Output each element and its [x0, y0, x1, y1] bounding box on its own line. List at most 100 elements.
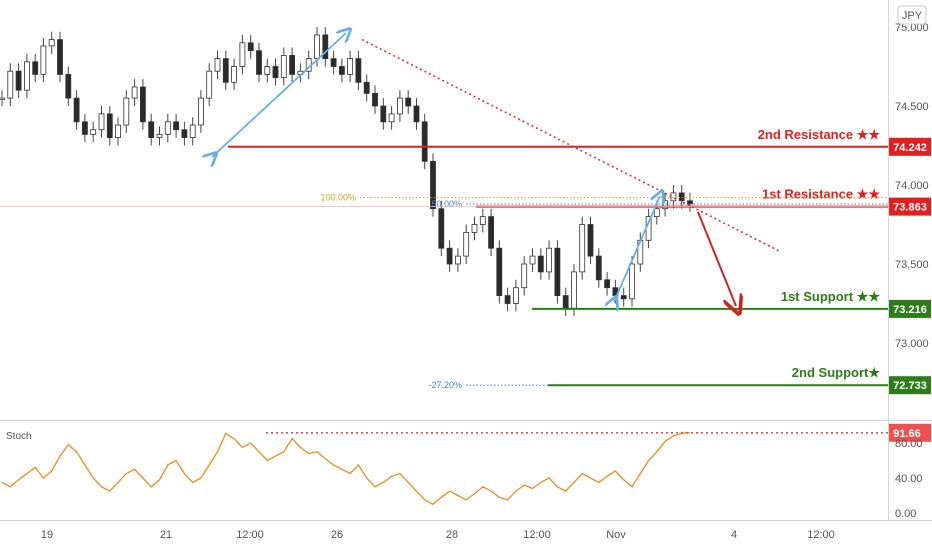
time-tick-label: 12:00: [523, 529, 551, 541]
candle-body: [189, 124, 196, 139]
candle-body: [513, 287, 519, 304]
candle-body: [32, 61, 39, 75]
candle-body: [372, 93, 378, 107]
candle-body: [0, 97, 5, 100]
candle-body: [396, 97, 403, 115]
stoch-tick-label: 40.00: [895, 473, 923, 485]
candle-body: [413, 105, 420, 123]
stoch-value-badge: [889, 423, 931, 442]
level-price-badge: [889, 137, 931, 156]
candle-body: [504, 295, 511, 304]
candle-body: [131, 86, 138, 99]
candle-body: [446, 247, 453, 265]
fib-label: 50.00%: [431, 199, 462, 209]
candle-body: [488, 216, 495, 249]
candle-body: [256, 50, 262, 75]
candle-body: [23, 61, 30, 91]
candle-body: [438, 208, 445, 249]
candle-body: [239, 42, 246, 67]
candle-body: [280, 55, 287, 78]
candle-body: [571, 271, 577, 309]
level-label: 1st Resistance ★★: [762, 187, 880, 202]
impulse-arrow[interactable]: [212, 33, 346, 157]
candle-body: [587, 224, 594, 257]
price-tick-label: 74.500: [895, 101, 929, 113]
time-tick-label: 4: [731, 529, 737, 541]
level-price-value: 73.216: [893, 304, 927, 316]
candle-body: [40, 45, 47, 75]
stoch-tick-label: 0.00: [895, 508, 916, 520]
retrace-arrow[interactable]: [614, 196, 660, 302]
candle-body: [173, 121, 180, 131]
candle-body: [355, 58, 362, 83]
candle-body: [454, 255, 461, 265]
candle-body: [330, 58, 337, 67]
stoch-label: Stoch: [6, 431, 32, 442]
time-tick-label: Nov: [606, 529, 626, 541]
candle-body: [314, 34, 320, 60]
time-tick-label: 26: [331, 529, 343, 541]
price-tick-label: 75.000: [895, 22, 929, 34]
level-label: 2nd Resistance ★★: [758, 127, 881, 142]
price-tick-label: 73.500: [895, 259, 929, 271]
candle-body: [197, 97, 204, 126]
candle-body: [48, 39, 55, 47]
level-price-value: 74.242: [893, 142, 927, 154]
price-tick-label: 74.000: [895, 180, 929, 192]
candle-body: [115, 124, 121, 139]
candle-body: [123, 97, 130, 126]
candle-body: [272, 66, 279, 79]
candle-body: [479, 216, 486, 225]
candle-body: [98, 113, 105, 131]
stoch-value: 91.66: [893, 428, 921, 440]
candle-body: [65, 74, 72, 99]
annotations-layer: [212, 33, 781, 306]
candle-body: [562, 295, 569, 309]
stoch-tick-label: 80.00: [895, 438, 923, 450]
candle-body: [347, 58, 354, 75]
price-tick-label: 73.000: [895, 338, 929, 350]
time-tick-label: 21: [160, 529, 172, 541]
candle-body: [529, 255, 536, 265]
projection-arrow[interactable]: [697, 211, 736, 306]
candle-body: [430, 160, 436, 210]
candle-body: [15, 70, 22, 91]
level-price-badge: [889, 197, 931, 216]
candle-body: [604, 279, 610, 289]
fib-label: 100.00%: [320, 193, 356, 203]
levels-layer: 2nd Resistance ★★ 74.242 1st Resistance ★★…: [0, 127, 931, 395]
candle-body: [380, 105, 387, 123]
level-label: 1st Support ★★: [781, 289, 880, 304]
level-price-value: 72.733: [893, 380, 927, 392]
candle-body: [214, 58, 221, 72]
currency-badge-label: JPY: [902, 10, 923, 22]
candle-body: [156, 133, 163, 138]
axes-layer: 73.000 73.500 74.000 74.500 75.000 19 21 12:00 2…: [41, 22, 929, 541]
fib-label: -27.20%: [428, 380, 462, 390]
candle-body: [289, 55, 296, 75]
time-tick-label: 19: [41, 529, 53, 541]
dotted-trendline[interactable]: [361, 38, 781, 253]
candle-body: [264, 66, 271, 75]
candle-body: [222, 58, 229, 83]
candle-body: [139, 86, 146, 123]
candle-body: [554, 247, 561, 296]
time-tick-label: 12:00: [236, 529, 264, 541]
currency-badge[interactable]: [897, 5, 927, 25]
candle-body: [82, 121, 88, 135]
candle-body: [521, 263, 528, 289]
candle-body: [620, 295, 627, 300]
candle-body: [363, 81, 370, 94]
level-price-value: 73.863: [893, 202, 927, 214]
candle-body: [629, 263, 635, 300]
level-price-badge: [889, 299, 931, 318]
candle-body: [206, 70, 213, 99]
candle-body: [247, 42, 254, 52]
candle-body: [231, 66, 238, 83]
candle-body: [148, 121, 155, 139]
candle-body: [338, 66, 345, 75]
level-label: 2nd Support★: [792, 365, 881, 380]
